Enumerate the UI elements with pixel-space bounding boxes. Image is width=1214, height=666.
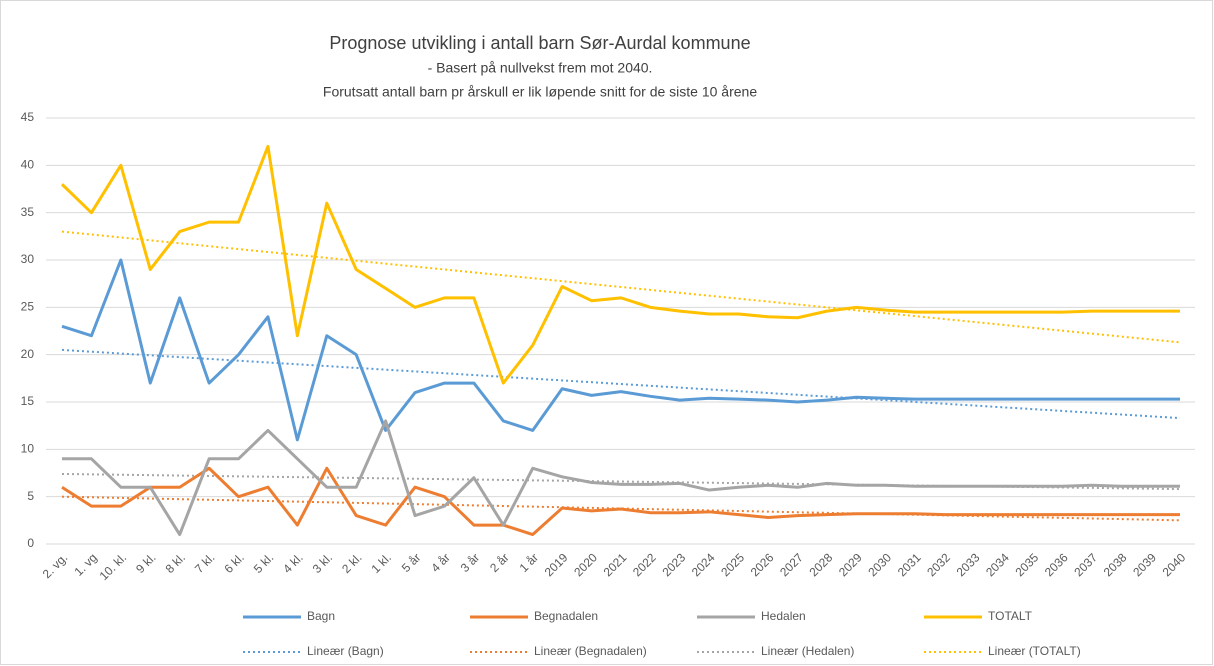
- y-tick-label: 20: [21, 347, 35, 361]
- chart-subtitle: - Basert på nullvekst frem mot 2040.: [428, 60, 653, 76]
- y-tick-label: 10: [21, 442, 35, 456]
- trend-line: [61, 495, 1181, 522]
- legend-label: TOTALT: [988, 609, 1033, 623]
- series-line: [61, 466, 1180, 537]
- legend-label: Begnadalen: [534, 609, 598, 623]
- legend-label: Lineær (Hedalen): [761, 644, 854, 658]
- y-tick-label: 35: [21, 205, 35, 219]
- trend-line: [61, 348, 1181, 420]
- chart-title: Prognose utvikling i antall barn Sør-Aur…: [329, 33, 750, 53]
- legend-label: Hedalen: [761, 609, 806, 623]
- trend-line: [61, 230, 1181, 344]
- y-tick-label: 25: [21, 300, 35, 314]
- legend-label: Bagn: [307, 609, 335, 623]
- series-line: [60, 144, 1180, 385]
- series-line: [62, 419, 1180, 537]
- y-tick-label: 0: [27, 536, 34, 550]
- y-tick-label: 15: [21, 394, 35, 408]
- chart-subtitle: Forutsatt antall barn pr årskull er lik …: [323, 84, 757, 100]
- y-tick-label: 45: [21, 110, 35, 124]
- legend-label: Lineær (Bagn): [307, 644, 384, 658]
- series-line: [61, 258, 1180, 442]
- y-tick-label: 30: [21, 252, 35, 266]
- y-tick-label: 5: [27, 489, 34, 503]
- legend-label: Lineær (Begnadalen): [534, 644, 647, 658]
- y-tick-label: 40: [21, 158, 35, 172]
- legend-label: Lineær (TOTALT): [988, 644, 1081, 658]
